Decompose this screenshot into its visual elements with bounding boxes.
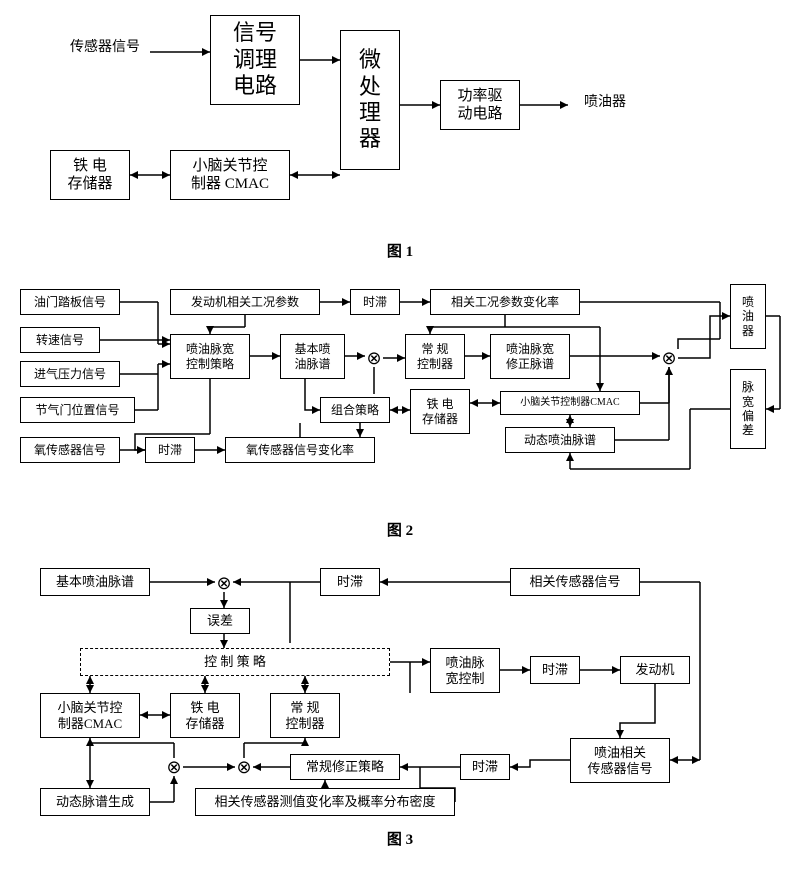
- box-sensor_sig: 相关传感器信号: [510, 568, 640, 596]
- box-controller: 常 规 控制器: [270, 693, 340, 738]
- box-injector: 喷 油 器: [730, 284, 766, 349]
- figure-3-caption: 图 3: [10, 828, 790, 849]
- box-sum2: ⊗: [660, 349, 678, 367]
- box-rpm: 转速信号: [20, 327, 100, 353]
- box-dyn_map: 动态喷油脉谱: [505, 427, 615, 453]
- box-engine_params: 发动机相关工况参数: [170, 289, 320, 315]
- box-throttle: 节气门位置信号: [20, 397, 135, 423]
- box-fram: 铁 电 存储器: [50, 150, 130, 200]
- box-delay1: 时滞: [320, 568, 380, 596]
- box-fram: 铁 电 存储器: [410, 389, 470, 434]
- box-inj_sensor: 喷油相关 传感器信号: [570, 738, 670, 783]
- box-sum1: ⊗: [365, 349, 383, 367]
- figure-1-caption: 图 1: [10, 240, 790, 261]
- box-fram: 铁 电 存储器: [170, 693, 240, 738]
- box-signal_cond: 信号 调理 电路: [210, 15, 300, 105]
- box-pulse_strategy: 喷油脉宽 控制策略: [170, 334, 250, 379]
- box-mcu: 微 处 理 器: [340, 30, 400, 170]
- box-cmac: 小脑关节控制器CMAC: [500, 391, 640, 415]
- box-controller: 常 规 控制器: [405, 334, 465, 379]
- box-pedal: 油门踏板信号: [20, 289, 120, 315]
- figure-2-caption: 图 2: [10, 519, 790, 540]
- box-pulse_ctrl: 喷油脉 宽控制: [430, 648, 500, 693]
- box-combo: 组合策略: [320, 397, 390, 423]
- figure-3: 基本喷油脉谱⊗时滞相关传感器信号误差控 制 策 略喷油脉 宽控制时滞发动机小脑关…: [10, 558, 800, 818]
- box-dyn_map: 动态脉谱生成: [40, 788, 150, 816]
- box-injector: 喷油器: [570, 95, 640, 119]
- box-strategy: 控 制 策 略: [80, 648, 390, 676]
- box-power: 功率驱 动电路: [440, 80, 520, 130]
- figure-2: 油门踏板信号发动机相关工况参数时滞相关工况参数变化率喷 油 器转速信号进气压力信…: [10, 279, 800, 509]
- box-delay2: 时滞: [530, 656, 580, 684]
- box-rate1: 相关工况参数变化率: [430, 289, 580, 315]
- box-correct_map: 喷油脉宽 修正脉谱: [490, 334, 570, 379]
- box-sensor_label: 传感器信号: [60, 40, 150, 64]
- box-engine: 发动机: [620, 656, 690, 684]
- box-sum1: ⊗: [215, 574, 233, 592]
- box-delay3: 时滞: [460, 754, 510, 780]
- box-delay1: 时滞: [350, 289, 400, 315]
- box-error: 误差: [190, 608, 250, 634]
- box-sum3: ⊗: [235, 758, 253, 776]
- figure-1: 传感器信号 信号 调理 电路微 处 理 器功率驱 动电路 喷油器铁 电 存储器小脑关…: [10, 10, 800, 230]
- box-correct: 常规修正策略: [290, 754, 400, 780]
- box-base_map: 基本喷油脉谱: [40, 568, 150, 596]
- box-cmac: 小脑关节控 制器 CMAC: [170, 150, 290, 200]
- box-o2: 氧传感器信号: [20, 437, 120, 463]
- box-rate_dist: 相关传感器测值变化率及概率分布密度: [195, 788, 455, 816]
- box-cmac: 小脑关节控 制器CMAC: [40, 693, 140, 738]
- box-pulse_dev: 脉 宽 偏 差: [730, 369, 766, 449]
- box-sum2: ⊗: [165, 758, 183, 776]
- box-delay2: 时滞: [145, 437, 195, 463]
- box-base_map: 基本喷 油脉谱: [280, 334, 345, 379]
- box-o2rate: 氧传感器信号变化率: [225, 437, 375, 463]
- box-intake: 进气压力信号: [20, 361, 120, 387]
